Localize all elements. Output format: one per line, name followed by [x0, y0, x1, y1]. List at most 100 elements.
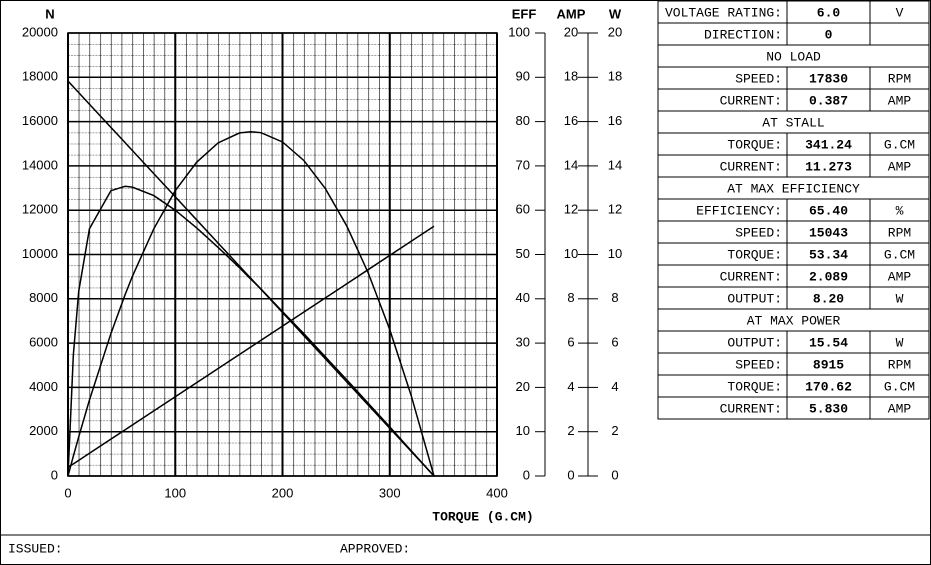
table-row	[657, 396, 930, 420]
row-label: CURRENT:	[720, 269, 782, 284]
section-header: AT STALL	[762, 115, 824, 130]
row-label: TORQUE:	[727, 379, 782, 394]
y2-tick-label: 0	[523, 467, 530, 482]
y4-tick-label: 4	[611, 379, 618, 394]
row-label: OUTPUT:	[727, 335, 782, 350]
row-unit: RPM	[888, 71, 911, 86]
y-tick-label: 16000	[22, 113, 58, 128]
row-unit: W	[896, 335, 904, 350]
section-header: AT MAX EFFICIENCY	[727, 181, 860, 196]
x-axis-label: TORQUE (G.CM)	[432, 509, 533, 524]
y-tick-label: 0	[51, 467, 58, 482]
table-row	[657, 286, 930, 310]
row-value: 11.273	[805, 159, 852, 174]
y3-tick-label: 18	[564, 69, 578, 84]
x-tick-label: 0	[64, 485, 71, 500]
row-unit: AMP	[888, 93, 912, 108]
y4-axis-label: W	[609, 6, 622, 21]
row-label: TORQUE:	[727, 137, 782, 152]
y2-tick-label: 20	[516, 379, 530, 394]
row-value: 341.24	[805, 137, 852, 152]
series-line	[67, 225, 435, 469]
section-header: NO LOAD	[766, 49, 821, 64]
y4-tick-label: 0	[611, 467, 618, 482]
row-label: CURRENT:	[720, 401, 782, 416]
y3-tick-label: 12	[564, 202, 578, 217]
y-tick-label: 10000	[22, 246, 58, 261]
y-tick-label: 14000	[22, 157, 58, 172]
series-line	[67, 185, 435, 477]
y2-tick-label: 10	[516, 423, 530, 438]
y3-tick-label: 20	[564, 24, 578, 39]
y3-tick-label: 8	[567, 290, 574, 305]
row-value: 170.62	[805, 379, 852, 394]
y-axis-label: N	[45, 6, 54, 21]
row-unit: G.CM	[884, 137, 915, 152]
y-tick-label: 6000	[29, 335, 58, 350]
row-unit: %	[896, 203, 904, 218]
row-label: SPEED:	[735, 71, 782, 86]
row-label: CURRENT:	[720, 93, 782, 108]
section-header: AT MAX POWER	[747, 313, 841, 328]
row-unit: G.CM	[884, 379, 915, 394]
row-value: 5.830	[809, 401, 848, 416]
y3-axis-label: AMP	[557, 6, 586, 21]
row-unit: AMP	[888, 159, 912, 174]
row-unit: V	[896, 5, 904, 20]
approved: APPROVED:	[340, 541, 410, 556]
y4-tick-label: 2	[611, 423, 618, 438]
row-value: 0.387	[809, 93, 848, 108]
y3-tick-label: 6	[567, 335, 574, 350]
y4-tick-label: 18	[608, 69, 622, 84]
y4-tick-label: 6	[611, 335, 618, 350]
row-label: DIRECTION:	[704, 27, 782, 42]
y-tick-label: 20000	[22, 24, 58, 39]
row-value: 8.20	[813, 291, 844, 306]
row-unit: AMP	[888, 401, 912, 416]
y4-tick-label: 16	[608, 113, 622, 128]
y4-tick-label: 12	[608, 202, 622, 217]
y3-tick-label: 14	[564, 157, 578, 172]
y-tick-label: 18000	[22, 69, 58, 84]
row-unit: W	[896, 291, 904, 306]
y3-tick-label: 4	[567, 379, 574, 394]
row-label: TORQUE:	[727, 247, 782, 262]
row-value: 65.40	[809, 203, 848, 218]
row-label: OUTPUT:	[727, 291, 782, 306]
y-tick-label: 12000	[22, 202, 58, 217]
row-unit: RPM	[888, 225, 911, 240]
row-value: 6.0	[817, 5, 841, 20]
row-label: SPEED:	[735, 357, 782, 372]
row-value: 2.089	[809, 269, 848, 284]
row-unit: G.CM	[884, 247, 915, 262]
issued: ISSUED:	[8, 541, 63, 556]
row-value: 15043	[809, 225, 848, 240]
row-unit: RPM	[888, 357, 911, 372]
y3-tick-label: 2	[567, 423, 574, 438]
series-line	[67, 131, 435, 477]
y-tick-label: 2000	[29, 423, 58, 438]
x-tick-label: 400	[486, 485, 508, 500]
y3-tick-label: 10	[564, 246, 578, 261]
row-label: SPEED:	[735, 225, 782, 240]
row-value: 8915	[813, 357, 844, 372]
table-row	[657, 22, 930, 46]
y4-tick-label: 8	[611, 290, 618, 305]
y2-tick-label: 90	[516, 69, 530, 84]
row-label: CURRENT:	[720, 159, 782, 174]
y3-tick-label: 0	[567, 467, 574, 482]
y2-tick-label: 30	[516, 335, 530, 350]
series-line	[67, 80, 435, 477]
y-tick-label: 4000	[29, 379, 58, 394]
row-unit: AMP	[888, 269, 912, 284]
y4-tick-label: 14	[608, 157, 622, 172]
y4-tick-label: 20	[608, 24, 622, 39]
y2-tick-label: 100	[508, 24, 530, 39]
y2-tick-label: 60	[516, 202, 530, 217]
row-value: 0	[825, 27, 833, 42]
x-tick-label: 100	[164, 485, 186, 500]
row-value: 53.34	[809, 247, 848, 262]
y2-tick-label: 70	[516, 157, 530, 172]
y4-tick-label: 10	[608, 246, 622, 261]
